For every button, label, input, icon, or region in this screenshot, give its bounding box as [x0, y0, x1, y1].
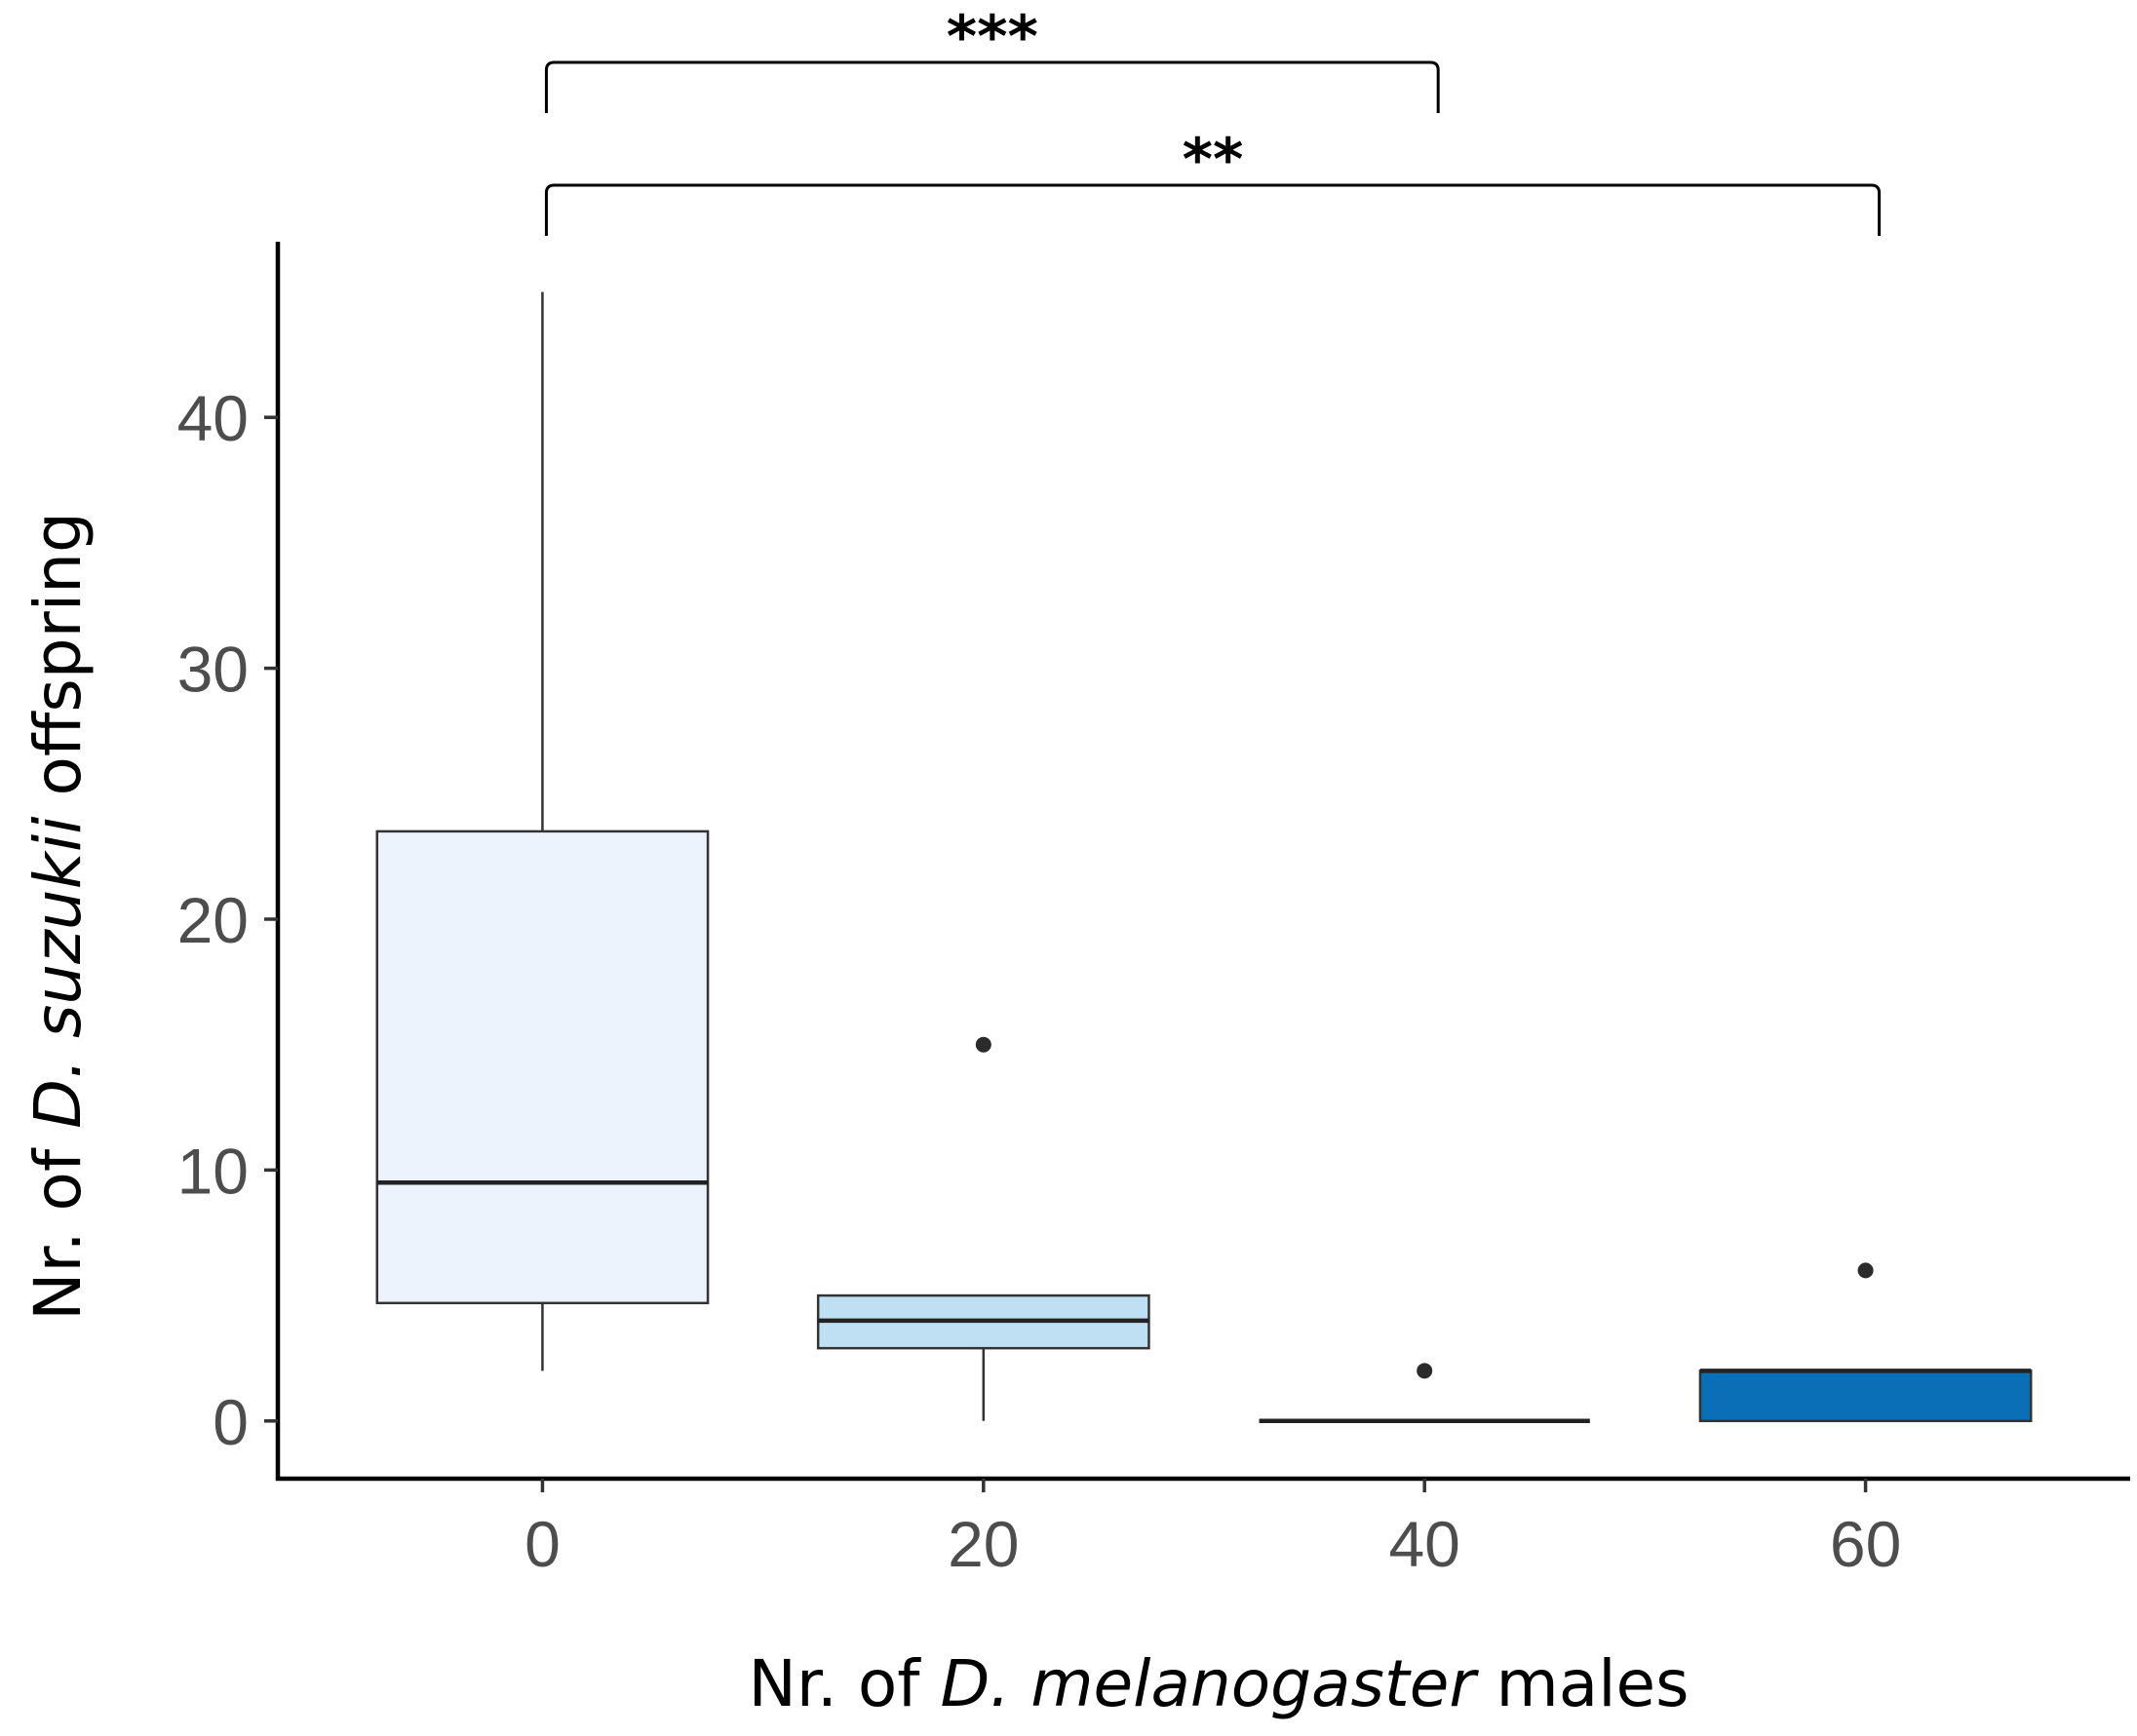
significance-bracket-2: **	[544, 126, 1882, 236]
y-axis-title-species: D. suzukii	[20, 816, 96, 1129]
outlier-point	[975, 1036, 991, 1053]
box-layer	[375, 291, 2033, 1424]
y-tick-label-10: 10	[177, 1135, 249, 1207]
y-axis-title-prefix: Nr. of	[20, 1129, 96, 1321]
x-tick-label-20: 20	[948, 1508, 1019, 1580]
significance-label: ***	[947, 3, 1038, 71]
bracket-line	[544, 60, 1440, 113]
ticks-layer: 0 20 40 60 0 10 20 30 40	[177, 382, 1902, 1580]
y-tick-label-40: 40	[177, 382, 249, 454]
x-tick-label-40: 40	[1388, 1508, 1459, 1580]
y-tick-label-30: 30	[177, 634, 249, 706]
significance-label: **	[1183, 126, 1244, 194]
y-tick-label-0: 0	[213, 1386, 249, 1458]
significance-layer: *****	[544, 3, 1882, 236]
outlier-point	[1857, 1262, 1874, 1279]
significance-bracket-1: ***	[544, 3, 1440, 113]
x-axis-title-prefix: Nr. of	[748, 1646, 940, 1721]
x-tick-label-60: 60	[1830, 1508, 1901, 1580]
x-tick-label-0: 0	[525, 1508, 561, 1580]
box-group-20	[816, 1036, 1150, 1421]
box-iqr	[375, 829, 710, 1305]
outlier-point	[1417, 1363, 1433, 1379]
box-group-0	[375, 291, 710, 1371]
bracket-line	[544, 183, 1882, 236]
y-tick-label-20: 20	[177, 884, 249, 956]
x-axis-title-species: D. melanogaster	[940, 1646, 1479, 1721]
y-axis-title: Nr. of D. suzukii offspring	[20, 512, 96, 1321]
box-group-60	[1698, 1262, 2033, 1423]
box-iqr	[1698, 1370, 2033, 1423]
x-axis-title-suffix: males	[1475, 1646, 1689, 1721]
axes-layer	[275, 242, 2130, 1482]
x-axis-title: Nr. of D. melanogaster males	[748, 1646, 1689, 1721]
box-group-40	[1259, 1363, 1590, 1424]
y-axis-title-suffix: offspring	[20, 512, 96, 816]
